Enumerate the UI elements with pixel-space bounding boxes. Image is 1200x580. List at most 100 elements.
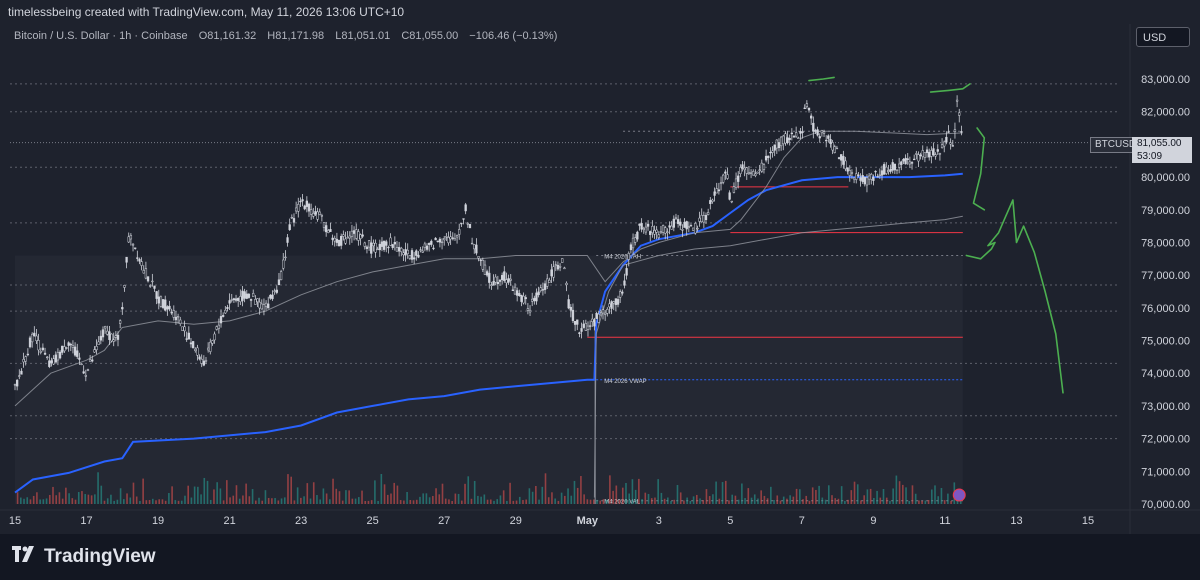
volume-bar [531, 491, 534, 504]
candle-body [691, 227, 695, 231]
tradingview-logo[interactable]: TradingView [12, 546, 156, 568]
candle-body [771, 150, 774, 153]
candle-body [335, 238, 339, 243]
volume-bar [222, 500, 225, 504]
footer [0, 534, 1200, 580]
candle-body [179, 319, 182, 324]
candle-body [271, 294, 274, 300]
volume-bar [213, 489, 215, 504]
candle-body [702, 215, 706, 223]
volume-bar [815, 489, 817, 504]
volume-bar [502, 490, 505, 504]
candle-body [728, 192, 731, 200]
level-label-1: M4 2026 VAH [604, 255, 641, 261]
candle-body [797, 137, 800, 139]
volume-bar [544, 473, 547, 504]
volume-bar [94, 494, 96, 504]
candle-body [814, 130, 817, 132]
candle-body [393, 242, 396, 245]
candle-body [880, 170, 884, 176]
candle-body [591, 318, 594, 322]
candle-body [215, 326, 218, 330]
candle-body [138, 259, 141, 262]
candle-body [286, 237, 289, 243]
volume-bar [296, 487, 299, 504]
volume-bar [750, 497, 753, 504]
volume-bar [203, 477, 206, 504]
candle-body [840, 154, 843, 161]
candle-body [758, 169, 761, 171]
candle-body [810, 115, 813, 119]
volume-bar [702, 500, 705, 504]
candle-body [893, 163, 897, 171]
candle-body [779, 136, 783, 147]
candle-body [254, 299, 257, 305]
volume-bar [332, 478, 334, 504]
volume-bar [322, 488, 325, 504]
candle-body [556, 264, 560, 270]
candle-body [483, 264, 487, 275]
candle-body [539, 287, 542, 291]
legend-close: C81,055.00 [401, 30, 459, 42]
candle-body [406, 249, 409, 255]
candle-body [284, 256, 287, 259]
volume-bar [840, 486, 843, 504]
volume-bar [905, 487, 907, 504]
candle-body [28, 337, 32, 348]
volume-bar [570, 495, 573, 504]
candle-body [558, 266, 562, 268]
time-tick-label: 3 [656, 515, 662, 527]
candle-body [668, 225, 671, 228]
candle-body [807, 107, 811, 111]
candle-body [99, 335, 102, 341]
volume-bar [705, 489, 708, 504]
candle-body [101, 329, 105, 338]
volume-bar [831, 495, 833, 504]
candle-body [378, 243, 381, 251]
currency-button[interactable]: USD [1136, 27, 1190, 47]
volume-bar [856, 484, 859, 504]
candle-body [863, 176, 866, 185]
candle-body [661, 225, 665, 233]
price-tick-label: 70,000.00 [1141, 499, 1190, 511]
time-tick-label: 19 [152, 515, 164, 527]
volume-bar [123, 499, 125, 504]
volume-bar [87, 494, 90, 504]
candle-body [584, 323, 587, 331]
volume-bar [634, 489, 637, 504]
candle-body [455, 235, 459, 238]
volume-bar [409, 499, 412, 504]
volume-bar [158, 499, 161, 504]
volume-bar [689, 500, 692, 504]
candle-body [588, 325, 592, 327]
volume-bar [168, 493, 170, 504]
volume-bar [631, 479, 634, 504]
volume-bar [592, 499, 595, 504]
candle-body [320, 215, 324, 217]
candle-body [822, 131, 826, 134]
candle-body [698, 217, 701, 222]
candle-body [953, 129, 957, 132]
candle-body [784, 133, 787, 144]
candle-body [95, 346, 98, 351]
price-tick-label: 78,000.00 [1141, 237, 1190, 249]
volume-bar [277, 500, 280, 504]
time-tick-label: 5 [727, 515, 733, 527]
candle-body [653, 230, 656, 235]
candle-body [15, 379, 19, 387]
price-tick-label: 73,000.00 [1141, 401, 1190, 413]
volume-bar [151, 498, 154, 504]
candle-body [299, 200, 302, 203]
candle-body [773, 144, 776, 151]
volume-bar [628, 493, 630, 504]
candle-body [417, 254, 420, 258]
candle-body [35, 335, 38, 341]
candle-body [531, 298, 534, 302]
candle-body [743, 167, 746, 170]
chart-area[interactable]: M4 2026 VWAP M4 2026 VAH M4 2026 VAL 83,000… [0, 24, 1200, 534]
volume-bar [116, 499, 119, 504]
top-bar: timelessbeing created with TradingView.c… [0, 0, 1200, 24]
candle-body [421, 250, 424, 253]
candle-body [361, 234, 364, 237]
